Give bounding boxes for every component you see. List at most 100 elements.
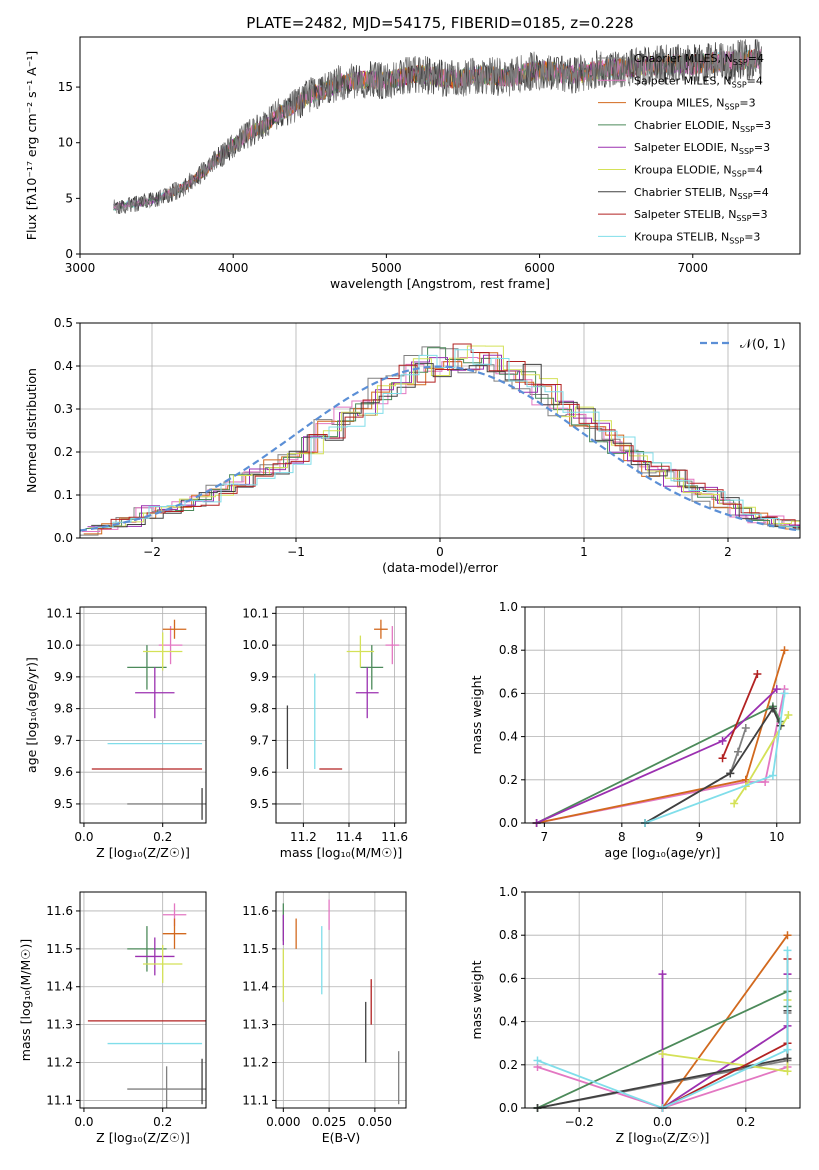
errorbar-point	[135, 937, 175, 976]
y-tick-label: 15	[58, 80, 73, 94]
legend-name: Chabrier ELODIE, N	[634, 119, 740, 132]
y-tick-label: 0	[65, 247, 73, 261]
data-marker	[784, 711, 793, 719]
data-marker	[772, 685, 781, 694]
y-tick-label: 9.5	[54, 797, 73, 811]
axes-age-vs-Z: 0.0 0.2 9.5 9.6 9.7 9.8 9.9 10.0 10.1 Z [log₁₀(Z/…	[24, 606, 206, 860]
legend-sub: SSP	[733, 58, 748, 67]
legend-sub: SSP	[738, 192, 753, 201]
legend-suffix: =3	[751, 208, 767, 221]
plot-frame-age-vs-mass	[275, 606, 407, 824]
y-axis-label: mass [log₁₀(M/M☉)]	[18, 939, 33, 1061]
data-marker	[741, 723, 750, 732]
y-tick-label: 0.4	[54, 359, 73, 373]
y-tick-label: 0.4	[499, 1015, 518, 1029]
x-tick-label: 0.0	[653, 1115, 672, 1129]
mass-weight-line	[537, 950, 789, 1108]
x-tick-label: 10	[769, 830, 784, 844]
data-marker	[533, 1056, 542, 1065]
y-tick-label: 9.9	[250, 670, 269, 684]
legend-entry: Kroupa STELIB, NSSP=3	[634, 230, 760, 245]
axes-mass-vs-EBV: 0.000 0.025 0.050 11.1 11.2 11.3 11.4 11.5 11.6 E…	[242, 892, 406, 1145]
x-tick-label: 3000	[65, 261, 96, 275]
data-marker	[730, 799, 739, 808]
y-tick-label: 5	[65, 191, 73, 205]
data-marker	[734, 747, 743, 756]
x-tick-label: 0.050	[358, 1115, 392, 1129]
y-tick-label: 11.2	[242, 1056, 269, 1070]
data-marker	[718, 736, 727, 745]
plot-frame-mass-vs-EBV	[275, 891, 407, 1109]
y-axis-label: mass weight	[469, 675, 484, 754]
axes-residuals: −2 −1 0 1 2 0.0 0.1 0.2 0.3 0.4 0.5 (data-model)/er…	[24, 316, 800, 575]
legend-name: Salpeter MILES, N	[634, 74, 732, 87]
y-axis-label: age [log₁₀(age/yr)]	[24, 657, 39, 773]
legend-name: Kroupa MILES, N	[634, 97, 724, 110]
data-marker	[718, 754, 727, 763]
errorbar-point	[374, 619, 388, 639]
legend-suffix: =4	[747, 74, 763, 87]
x-axis-label: (data-model)/error	[382, 560, 499, 575]
y-tick-label: 10.0	[46, 638, 73, 652]
y-tick-label: 0.1	[54, 488, 73, 502]
x-tick-label: 2	[724, 545, 732, 559]
legend-entry: Kroupa MILES, NSSP=3	[634, 97, 756, 112]
x-axis-label: wavelength [Angstrom, rest frame]	[330, 276, 550, 291]
y-tick-label: 9.8	[54, 702, 73, 716]
x-axis-label: age [log₁₀(age/yr)]	[605, 845, 721, 860]
legend-suffix: =3	[755, 119, 771, 132]
errorbar-point	[162, 918, 187, 949]
errorbar-point	[127, 645, 167, 690]
errorbar-point	[162, 619, 187, 639]
y-tick-label: 0.4	[499, 730, 518, 744]
y-tick-label: 11.3	[242, 1018, 269, 1032]
legend-entry: Salpeter STELIB, NSSP=3	[634, 208, 768, 223]
legend-suffix: =4	[753, 186, 769, 199]
data-marker	[658, 1050, 667, 1058]
data-marker	[783, 1054, 792, 1063]
x-axis-label: Z [log₁₀(Z/Z☉)]	[96, 845, 190, 860]
plot-frame-mass-weight-vs-Z	[524, 891, 801, 1109]
x-axis-label: mass [log₁₀(M/M☉)]	[280, 845, 402, 860]
legend-sub: SSP	[739, 147, 754, 156]
mass-weight-line	[536, 688, 786, 823]
mass-weight-line	[721, 673, 759, 759]
x-tick-label: −2	[143, 545, 161, 559]
mass-weight-line	[644, 706, 782, 823]
x-tick-label: 0.0	[74, 830, 93, 844]
legend-name: Salpeter STELIB, N	[634, 208, 736, 221]
x-tick-label: 0.025	[312, 1115, 346, 1129]
data-marker	[783, 1067, 792, 1076]
data-marker	[783, 1045, 792, 1054]
y-tick-label: 0.6	[499, 686, 518, 700]
errorbar-point	[346, 635, 375, 668]
legend-entry: Salpeter MILES, NSSP=4	[634, 74, 763, 89]
y-tick-label: 9.5	[250, 797, 269, 811]
histogram-steps	[83, 352, 800, 535]
plot-frame-mass-weight-vs-age	[524, 606, 801, 824]
x-tick-label: 6000	[524, 261, 555, 275]
spectrum-line	[113, 39, 762, 215]
x-tick-label: 11.6	[381, 830, 408, 844]
data-marker	[783, 931, 792, 940]
normal-curve	[80, 365, 800, 532]
y-tick-label: 0.2	[499, 773, 518, 787]
y-axis-label: Normed distribution	[24, 368, 39, 493]
y-tick-label: 11.3	[46, 1018, 73, 1032]
histogram-steps	[91, 363, 800, 529]
plot-frame-mass-vs-Z	[79, 891, 207, 1109]
legend-entry: Chabrier STELIB, NSSP=4	[634, 186, 769, 201]
y-tick-label: 0.5	[54, 316, 73, 330]
y-tick-label: 1.0	[499, 885, 518, 899]
plot-frame-residuals	[79, 322, 801, 539]
data-marker	[780, 646, 789, 655]
legend-suffix: =4	[748, 52, 764, 65]
histogram-steps	[95, 349, 800, 531]
y-tick-label: 9.6	[54, 765, 73, 779]
data-marker	[726, 769, 735, 778]
legend-suffix: =3	[739, 97, 755, 110]
x-tick-label: 7000	[677, 261, 708, 275]
errorbar-point	[355, 667, 379, 719]
legend-name: Salpeter ELODIE, N	[634, 141, 739, 154]
